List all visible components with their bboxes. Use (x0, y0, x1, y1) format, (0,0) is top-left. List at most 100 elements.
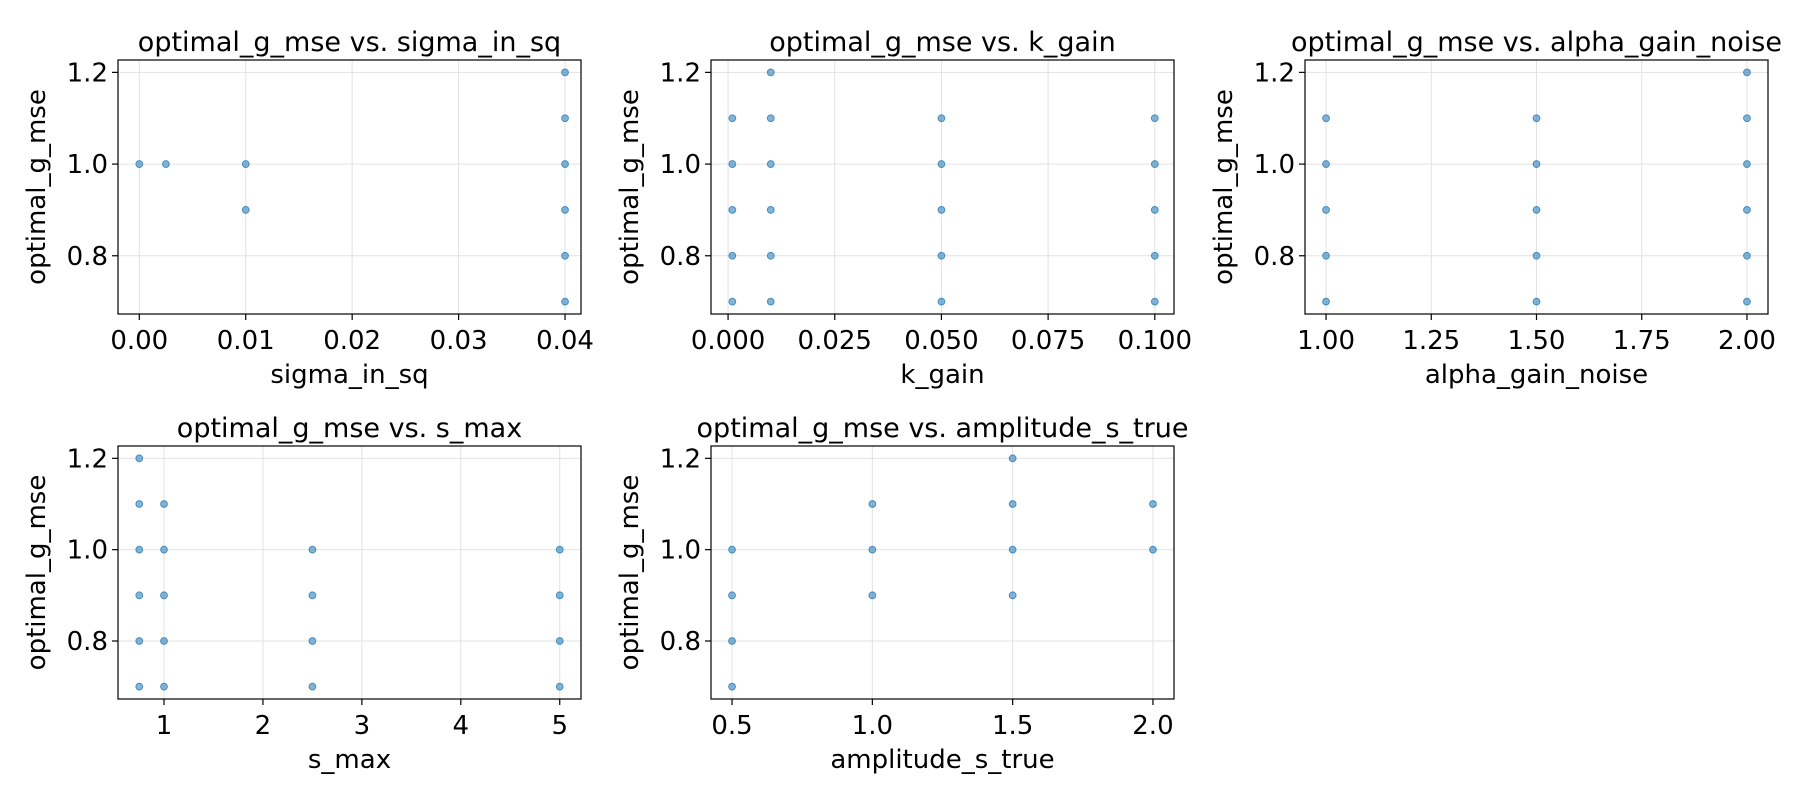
data-point (561, 206, 569, 214)
data-point (937, 160, 946, 168)
data-point (766, 297, 775, 306)
data-point (160, 682, 168, 691)
y-tick-label: 1.2 (660, 58, 701, 88)
y-tick-label: 1.0 (67, 536, 108, 566)
y-tick-label: 0.8 (660, 627, 701, 657)
x-tick-label: 0.025 (798, 326, 872, 356)
data-point (1008, 454, 1017, 463)
x-tick-label: 4 (453, 711, 470, 741)
data-point (241, 206, 250, 214)
data-point (728, 160, 737, 168)
data-point (937, 251, 946, 260)
axes-frame (117, 445, 582, 700)
data-point (868, 591, 877, 600)
x-tick-label: 0.075 (1011, 326, 1085, 356)
data-point (135, 591, 144, 600)
x-tick-label: 0.050 (904, 326, 978, 356)
data-point (561, 297, 569, 306)
y-tick-label: 1.0 (67, 150, 108, 180)
data-point (135, 682, 144, 691)
y-tick-label: 1.2 (1254, 58, 1295, 88)
x-tick-label: 5 (551, 711, 568, 741)
x-tick-label: 0.03 (430, 326, 488, 356)
data-point (1532, 160, 1541, 168)
data-point (135, 160, 144, 168)
data-point (1150, 114, 1159, 123)
data-point (1743, 160, 1751, 168)
data-point (728, 251, 737, 260)
data-point (135, 454, 144, 463)
y-tick-label: 1.0 (660, 536, 701, 566)
data-point (160, 545, 168, 554)
x-tick-label: 1.0 (852, 711, 893, 741)
chart-title: optimal_g_mse vs. sigma_in_sq (138, 27, 561, 58)
data-point (1532, 297, 1541, 306)
y-axis-label: optimal_g_mse (22, 475, 52, 671)
x-tick-label: 0.02 (323, 326, 381, 356)
data-point (766, 251, 775, 260)
data-point (308, 591, 317, 600)
y-tick-label: 0.8 (660, 242, 701, 272)
data-point (555, 637, 564, 645)
y-tick-label: 0.8 (1254, 242, 1295, 272)
data-point (1743, 206, 1751, 214)
x-tick-label: 0.5 (711, 711, 752, 741)
y-tick-label: 1.2 (660, 444, 701, 474)
scatter-panel-3: 1.00 1.25 1.50 1.75 2.00 0.8 1.0 1.2 alpha_gain_… (1209, 27, 1782, 390)
x-tick-label: 3 (354, 711, 371, 741)
x-tick-label: 0.04 (536, 326, 594, 356)
data-point (1149, 500, 1157, 508)
data-point (308, 545, 317, 554)
y-axis-label: optimal_g_mse (615, 475, 645, 671)
data-point (766, 160, 775, 168)
data-point (555, 591, 564, 600)
x-axis-label: sigma_in_sq (270, 360, 428, 390)
y-axis-label: optimal_g_mse (1209, 89, 1239, 285)
data-point (1322, 251, 1330, 260)
x-tick-label: 1 (156, 711, 173, 741)
data-point (135, 545, 144, 554)
data-point (1322, 114, 1330, 123)
data-point (728, 114, 737, 123)
data-point (1743, 297, 1751, 306)
data-point (160, 500, 168, 508)
data-point (766, 68, 775, 77)
data-point (868, 500, 877, 508)
chart-title: optimal_g_mse vs. alpha_gain_noise (1291, 27, 1782, 58)
x-tick-label: 1.50 (1508, 326, 1566, 356)
y-axis-label: optimal_g_mse (22, 89, 52, 285)
data-point (561, 251, 569, 260)
x-tick-label: 0.000 (691, 326, 765, 356)
data-point (1322, 297, 1330, 306)
data-point (1150, 297, 1159, 306)
axes-frame (117, 59, 582, 315)
data-point (561, 160, 569, 168)
data-point (1008, 500, 1017, 508)
x-tick-label: 1.75 (1613, 326, 1671, 356)
data-point (728, 545, 736, 554)
x-tick-label: 0.100 (1118, 326, 1192, 356)
data-point (1150, 160, 1159, 168)
data-point (1149, 545, 1157, 554)
data-point (937, 206, 946, 214)
data-point (241, 160, 250, 168)
chart-title: optimal_g_mse vs. s_max (177, 413, 522, 444)
data-point (1532, 251, 1541, 260)
x-tick-label: 2 (255, 711, 272, 741)
x-tick-label: 1.5 (992, 711, 1033, 741)
chart-title: optimal_g_mse vs. k_gain (769, 27, 1115, 58)
data-point (728, 682, 736, 691)
data-point (1532, 114, 1541, 123)
data-point (728, 297, 737, 306)
y-tick-label: 0.8 (67, 242, 108, 272)
scatter-panel-1: 0.00 0.01 0.02 0.03 0.04 0.8 1.0 1.2 sigma_in_sq… (22, 27, 594, 390)
axes-frame (710, 59, 1175, 315)
data-point (308, 637, 317, 645)
data-point (728, 591, 736, 600)
x-axis-label: s_max (308, 745, 391, 775)
data-point (1322, 160, 1330, 168)
data-point (1743, 251, 1751, 260)
x-axis-label: alpha_gain_noise (1425, 360, 1648, 390)
data-point (1150, 206, 1159, 214)
